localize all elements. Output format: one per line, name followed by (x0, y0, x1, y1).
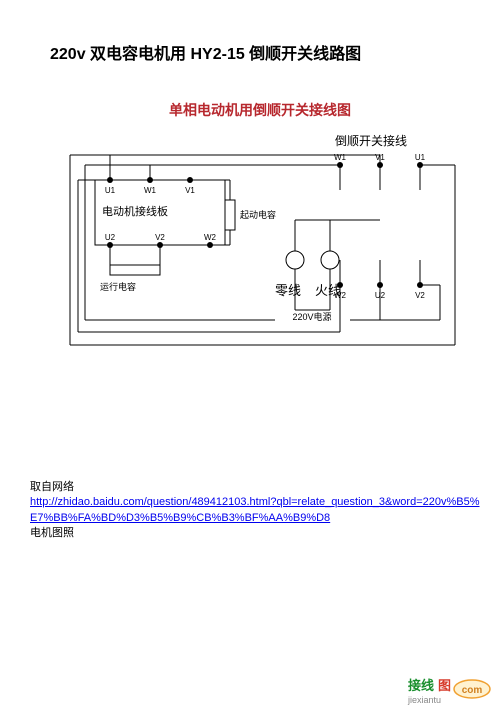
wiring-diagram: 单相电动机用倒顺开关接线图 电动机接线板 U1 W1 V1 (60, 100, 460, 390)
watermark-text-1b: 图 (438, 678, 451, 693)
label-v2-left: V2 (155, 233, 165, 242)
bg-clear (60, 120, 460, 380)
live-label: 火线 (315, 283, 341, 298)
label-u1-left: U1 (105, 186, 116, 195)
watermark-text-2: jiexiantu (407, 695, 441, 705)
diagram-svg: 电动机接线板 U1 W1 V1 U2 V2 W2 起动电容 (60, 120, 460, 380)
power-label: 220V电源 (292, 311, 331, 322)
watermark: 接线 图 com jiexiantu (406, 676, 496, 706)
label-w1-left: W1 (144, 186, 157, 195)
source-link[interactable]: http://zhidao.baidu.com/question/4894121… (30, 496, 480, 523)
watermark-text-1a: 接线 (408, 678, 434, 693)
label-w2-left: W2 (204, 233, 217, 242)
label-u1-sw: U1 (415, 153, 426, 162)
photo-label: 电机图照 (30, 526, 480, 541)
motor-board-label: 电动机接线板 (102, 204, 168, 218)
diagram-title: 单相电动机用倒顺开关接线图 (60, 100, 460, 120)
page: 220v 双电容电机用 HY2-15 倒顺开关线路图 单相电动机用倒顺开关接线图… (0, 0, 500, 708)
label-u2-left: U2 (105, 233, 116, 242)
neutral-label: 零线 (275, 283, 301, 298)
footer: 取自网络 http://zhidao.baidu.com/question/48… (30, 480, 480, 542)
run-cap-label: 运行电容 (100, 281, 136, 292)
label-v2-sw: V2 (415, 291, 425, 300)
label-v1-left: V1 (185, 186, 195, 195)
source-label: 取自网络 (30, 480, 480, 495)
start-cap-label: 起动电容 (240, 209, 276, 220)
label-w1-sw: W1 (334, 153, 347, 162)
switch-section-label: 倒顺开关接线 (335, 133, 407, 148)
page-title: 220v 双电容电机用 HY2-15 倒顺开关线路图 (50, 40, 361, 64)
watermark-dot-text: com (462, 685, 483, 696)
